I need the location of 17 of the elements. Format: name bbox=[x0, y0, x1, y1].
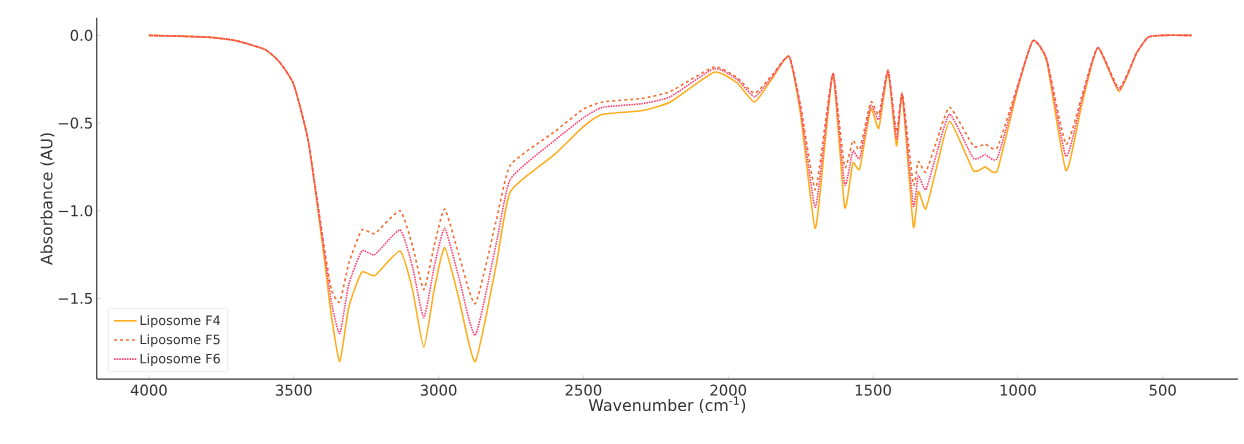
x-tick-label: 1000 bbox=[1000, 384, 1036, 396]
x-tick-label: 1500 bbox=[855, 384, 891, 396]
legend-label: Liposome F4 bbox=[140, 315, 221, 328]
y-tick-label: −1.0 bbox=[58, 205, 93, 217]
y-tick-label: −0.5 bbox=[58, 117, 92, 129]
y-axis-title: Absorbance (AU) bbox=[40, 133, 55, 266]
x-tick-label: 3000 bbox=[420, 384, 457, 396]
x-axis-title: Wavenumber (cm$^{-1}$) bbox=[588, 396, 746, 414]
legend-label: Liposome F5 bbox=[140, 334, 220, 347]
y-tick-label: −1.5 bbox=[58, 293, 92, 305]
x-tick-label: 2000 bbox=[710, 384, 747, 396]
y-tick-label: 0.0 bbox=[70, 29, 93, 42]
x-tick-label: 4000 bbox=[130, 384, 167, 396]
x-tick-label: 2500 bbox=[565, 384, 602, 396]
x-tick-label: 500 bbox=[1149, 384, 1176, 396]
x-tick-label: 3500 bbox=[275, 384, 312, 396]
legend-label: Liposome F6 bbox=[140, 353, 220, 367]
